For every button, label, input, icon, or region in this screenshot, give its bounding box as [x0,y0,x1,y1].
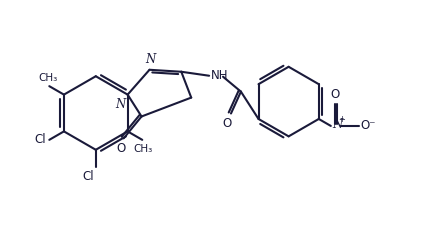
Text: O: O [330,88,339,101]
Text: CH₃: CH₃ [134,144,153,154]
Text: N: N [332,118,342,131]
Text: O: O [222,118,232,131]
Text: NH: NH [211,69,229,82]
Text: Cl: Cl [82,170,94,183]
Text: Cl: Cl [35,133,46,146]
Text: N: N [115,98,126,111]
Text: N: N [145,53,155,66]
Text: O: O [116,142,125,155]
Text: O⁻: O⁻ [361,119,376,132]
Text: CH₃: CH₃ [39,73,58,83]
Text: +: + [338,116,345,124]
